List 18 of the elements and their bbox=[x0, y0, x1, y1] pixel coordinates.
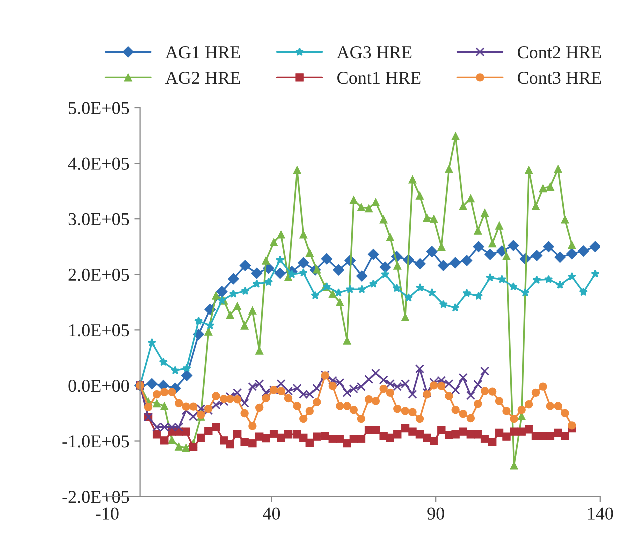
y-tick-label: 4.0E+05 bbox=[68, 158, 130, 170]
legend-label: Cont3 HRE bbox=[518, 72, 602, 84]
legend-label: AG1 HRE bbox=[166, 46, 240, 59]
y-tick-label: 3.0E+05 bbox=[68, 213, 130, 226]
y-tick-label: 2.0E+05 bbox=[68, 268, 130, 282]
x-tick-label: 140 bbox=[588, 508, 614, 520]
x-tick-label: -10 bbox=[96, 508, 119, 520]
legend-label: AG3 HRE bbox=[336, 46, 412, 59]
y-tick-label: -1.0E+05 bbox=[62, 436, 130, 448]
legend-label: AG2 HRE bbox=[166, 72, 240, 84]
legend-label: Cont1 HRE bbox=[338, 72, 421, 84]
x-tick-label: 40 bbox=[263, 508, 280, 520]
legend-label: Cont2 HRE bbox=[518, 46, 602, 59]
y-tick-label: 1.0E+05 bbox=[70, 324, 130, 337]
y-tick-label: -2.0E+05 bbox=[62, 491, 130, 504]
x-tick-label: 90 bbox=[428, 508, 444, 520]
y-tick-label: 0.0E+00 bbox=[68, 380, 130, 392]
y-tick-label: 5.0E+05 bbox=[69, 102, 130, 115]
